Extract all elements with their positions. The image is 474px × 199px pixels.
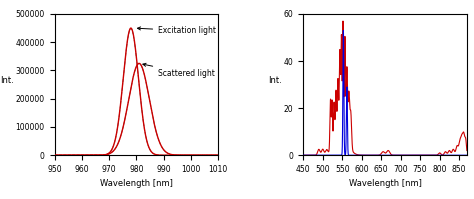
- Text: Scattered light: Scattered light: [143, 63, 215, 78]
- X-axis label: Wavelength [nm]: Wavelength [nm]: [100, 179, 173, 188]
- Y-axis label: Int.: Int.: [269, 76, 283, 85]
- Y-axis label: Int.: Int.: [0, 76, 14, 85]
- Text: Excitation light: Excitation light: [137, 26, 216, 35]
- X-axis label: Wavelength [nm]: Wavelength [nm]: [349, 179, 421, 188]
